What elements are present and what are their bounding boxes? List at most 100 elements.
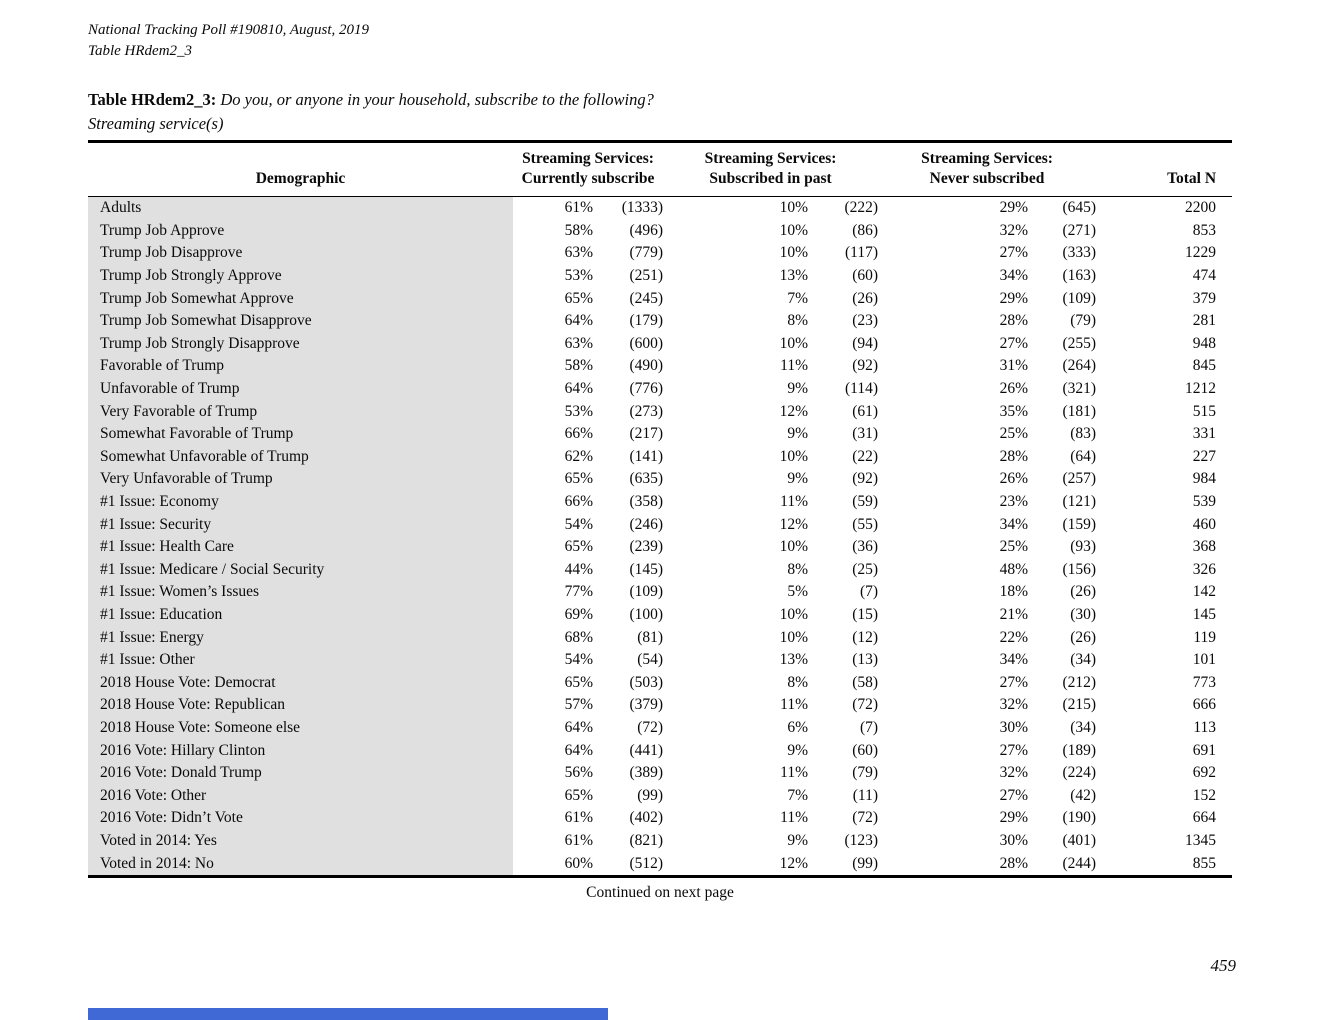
row-value: (117) bbox=[845, 244, 879, 262]
row-value: (26) bbox=[1070, 583, 1097, 601]
row-value: (121) bbox=[1062, 493, 1097, 511]
table-row: 2016 Vote: Donald Trump 56% (389) 11% (79) 32… bbox=[88, 761, 1232, 785]
row-value: 7% bbox=[787, 786, 809, 804]
row-value: (79) bbox=[1070, 312, 1097, 330]
table-row: 2018 House Vote: Someone else 64% (72) 6% (7… bbox=[88, 716, 1232, 740]
row-label: 2016 Vote: Other bbox=[88, 784, 513, 808]
col-header-never-subscribed: Streaming Services: Never subscribed bbox=[921, 150, 1053, 187]
row-label: Very Favorable of Trump bbox=[88, 400, 513, 423]
row-label: 2016 Vote: Donald Trump bbox=[88, 761, 513, 785]
row-value: 29% bbox=[999, 809, 1029, 827]
row-value: (321) bbox=[1062, 380, 1097, 398]
row-value: (26) bbox=[852, 289, 879, 307]
row-value: 77% bbox=[564, 583, 593, 601]
row-value: (251) bbox=[629, 267, 664, 285]
row-value: (36) bbox=[852, 538, 879, 556]
row-value: (54) bbox=[637, 651, 664, 669]
row-value: 11% bbox=[780, 809, 809, 827]
row-value: (635) bbox=[629, 470, 664, 488]
row-total: 326 bbox=[1192, 560, 1217, 578]
row-value: (30) bbox=[1070, 605, 1097, 623]
row-value: (821) bbox=[629, 831, 664, 849]
row-value: 10% bbox=[779, 447, 809, 465]
row-value: (163) bbox=[1062, 267, 1097, 285]
row-value: (81) bbox=[637, 628, 664, 646]
row-value: 30% bbox=[999, 718, 1029, 736]
row-value: (60) bbox=[852, 267, 879, 285]
col-header-demographic: Demographic bbox=[255, 170, 346, 187]
row-value: 66% bbox=[564, 493, 593, 511]
row-total: 948 bbox=[1192, 334, 1217, 352]
row-value: (92) bbox=[852, 357, 879, 375]
row-value: 64% bbox=[564, 718, 593, 736]
row-value: (7) bbox=[859, 718, 879, 736]
row-value: 9% bbox=[787, 470, 809, 488]
row-label: 2016 Vote: Hillary Clinton bbox=[88, 739, 513, 762]
row-value: 53% bbox=[564, 267, 593, 285]
table-title-label: Table HRdem2_3: bbox=[88, 90, 217, 109]
row-total: 664 bbox=[1192, 809, 1217, 827]
row-value: (34) bbox=[1070, 718, 1097, 736]
table-row: Unfavorable of Trump 64% (776) 9% (114) 26% (3… bbox=[88, 377, 1232, 401]
row-value: 65% bbox=[564, 786, 593, 804]
row-label: #1 Issue: Education bbox=[88, 603, 513, 627]
row-value: (86) bbox=[852, 221, 879, 239]
row-label: Voted in 2014: Yes bbox=[88, 829, 513, 853]
table-row: #1 Issue: Women’s Issues 77% (109) 5% (7) 18%… bbox=[88, 581, 1232, 604]
row-value: 27% bbox=[999, 673, 1029, 691]
table-row: Trump Job Disapprove 63% (779) 10% (117) 27% (… bbox=[88, 242, 1232, 265]
row-value: 8% bbox=[787, 312, 809, 330]
row-value: 57% bbox=[564, 696, 593, 714]
row-total: 119 bbox=[1193, 628, 1217, 646]
row-value: 65% bbox=[564, 470, 593, 488]
row-value: 32% bbox=[999, 221, 1029, 239]
row-label: Voted in 2014: No bbox=[88, 852, 513, 877]
row-value: 25% bbox=[999, 538, 1029, 556]
row-value: (246) bbox=[629, 515, 664, 533]
row-value: 6% bbox=[787, 718, 809, 736]
row-value: 28% bbox=[999, 447, 1029, 465]
row-value: (244) bbox=[1062, 854, 1097, 872]
row-total: 1345 bbox=[1185, 831, 1217, 849]
table-row: Somewhat Unfavorable of Trump 62% (141) 10%… bbox=[88, 445, 1232, 469]
row-value: (600) bbox=[629, 334, 664, 352]
row-value: 28% bbox=[999, 312, 1029, 330]
row-value: 60% bbox=[564, 854, 593, 872]
row-value: 56% bbox=[564, 764, 593, 782]
row-value: 8% bbox=[787, 560, 809, 578]
row-value: (60) bbox=[852, 741, 879, 759]
table-body: Adults 61% (1333) 10% (222) 29% (645) 2200 Trump… bbox=[88, 196, 1232, 877]
poll-table-wrap: Demographic Streaming Services: Currentl… bbox=[88, 140, 1233, 878]
table-row: 2016 Vote: Other 65% (99) 7% (11) 27% (42) 152 bbox=[88, 784, 1232, 808]
row-total: 1212 bbox=[1185, 380, 1217, 398]
row-label: #1 Issue: Health Care bbox=[88, 535, 513, 559]
row-value: 65% bbox=[564, 289, 593, 307]
row-label: #1 Issue: Energy bbox=[88, 626, 513, 649]
row-value: (264) bbox=[1062, 357, 1097, 375]
row-value: 26% bbox=[999, 380, 1029, 398]
row-value: (123) bbox=[844, 831, 879, 849]
row-label: Favorable of Trump bbox=[88, 355, 513, 378]
row-value: (72) bbox=[852, 696, 879, 714]
row-value: 9% bbox=[787, 425, 809, 443]
row-value: (273) bbox=[629, 402, 664, 420]
row-total: 691 bbox=[1192, 741, 1217, 759]
row-value: 10% bbox=[779, 628, 809, 646]
row-value: (490) bbox=[629, 357, 664, 375]
row-value: 61% bbox=[564, 809, 593, 827]
row-value: 48% bbox=[999, 560, 1029, 578]
row-value: (15) bbox=[852, 605, 879, 623]
row-value: (179) bbox=[629, 312, 664, 330]
row-total: 855 bbox=[1192, 854, 1217, 872]
row-value: 62% bbox=[564, 447, 593, 465]
row-value: (776) bbox=[629, 380, 664, 398]
row-value: 10% bbox=[779, 199, 809, 217]
row-total: 101 bbox=[1192, 651, 1217, 669]
col-header-subscribed-in-past: Streaming Services: Subscribed in past bbox=[704, 150, 837, 187]
row-value: (333) bbox=[1062, 244, 1097, 262]
col-header-currently-subscribe: Streaming Services: Currently subscribe bbox=[521, 150, 655, 187]
table-row: #1 Issue: Medicare / Social Security 44% (… bbox=[88, 558, 1232, 582]
row-value: (92) bbox=[852, 470, 879, 488]
row-value: (1333) bbox=[621, 199, 664, 217]
row-total: 984 bbox=[1192, 470, 1217, 488]
